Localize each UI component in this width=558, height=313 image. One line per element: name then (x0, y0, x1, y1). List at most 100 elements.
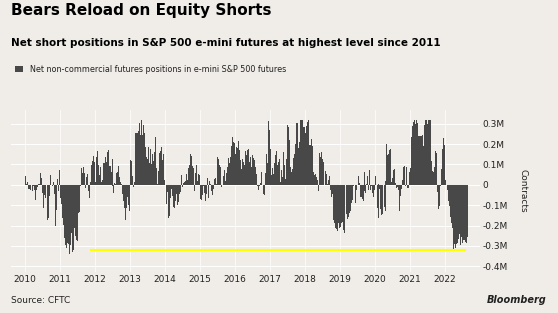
Bar (451, 185, 452, 223)
Bar (143, 125, 144, 185)
Bar (260, 183, 261, 185)
Bar (25, 176, 26, 185)
Bar (303, 127, 304, 185)
Bar (429, 120, 430, 185)
Bar (421, 136, 422, 185)
Bar (386, 160, 387, 185)
Bar (449, 185, 450, 206)
Bar (276, 151, 277, 185)
Bar (396, 185, 397, 188)
Bar (309, 145, 310, 185)
Bar (215, 178, 216, 185)
Bar (112, 185, 113, 186)
Bar (39, 184, 40, 185)
Bar (108, 150, 109, 185)
Bar (319, 153, 320, 185)
Bar (211, 185, 212, 189)
Bar (457, 185, 458, 243)
Bar (98, 165, 99, 185)
Bar (156, 168, 157, 185)
Bar (461, 185, 462, 237)
Bar (145, 147, 146, 185)
Bar (288, 131, 289, 185)
Bar (414, 120, 415, 185)
Bar (125, 185, 126, 220)
Bar (252, 158, 253, 185)
Bar (411, 137, 412, 185)
Bar (370, 185, 371, 190)
Bar (183, 183, 184, 185)
Bar (296, 123, 297, 185)
Bar (320, 157, 321, 185)
Bar (369, 170, 370, 185)
Bar (137, 133, 138, 185)
Bar (112, 159, 113, 185)
Bar (233, 142, 234, 185)
Bar (206, 183, 208, 185)
Bar (404, 166, 405, 185)
Bar (41, 178, 42, 185)
Bar (325, 172, 326, 185)
Bar (409, 172, 410, 185)
Bar (332, 185, 333, 194)
Bar (367, 173, 368, 185)
Bar (218, 159, 219, 185)
Bar (227, 168, 228, 185)
Bar (74, 185, 75, 228)
Bar (216, 185, 217, 188)
Bar (295, 144, 296, 185)
Bar (195, 173, 196, 185)
Bar (406, 167, 407, 185)
Bar (431, 161, 432, 185)
Bar (208, 185, 209, 198)
Bar (341, 185, 343, 221)
Bar (445, 180, 446, 185)
Bar (134, 168, 136, 185)
Bar (180, 185, 181, 192)
Bar (127, 185, 128, 197)
Bar (462, 185, 463, 243)
Bar (424, 125, 425, 185)
Bar (40, 173, 41, 185)
Bar (350, 185, 351, 212)
Bar (151, 164, 152, 185)
Bar (115, 184, 116, 185)
Bar (139, 123, 140, 185)
Bar (192, 166, 193, 185)
Text: Source: CFTC: Source: CFTC (11, 296, 70, 305)
Bar (131, 161, 132, 185)
Bar (159, 153, 160, 185)
Bar (435, 151, 436, 185)
Bar (375, 176, 376, 185)
Bar (52, 185, 53, 186)
Bar (160, 151, 161, 185)
Bar (179, 185, 180, 202)
Bar (27, 185, 28, 190)
Bar (200, 185, 201, 199)
Bar (436, 169, 437, 185)
Bar (463, 185, 464, 240)
Bar (196, 165, 197, 185)
Bar (353, 185, 354, 186)
Bar (294, 153, 295, 185)
Bar (83, 167, 84, 185)
Bar (138, 131, 139, 185)
Bar (182, 185, 183, 187)
Bar (209, 181, 210, 185)
Bar (361, 185, 362, 197)
Bar (395, 182, 396, 185)
Bar (163, 154, 164, 185)
Bar (32, 185, 33, 191)
Bar (458, 185, 459, 244)
Bar (256, 173, 257, 185)
Bar (36, 185, 37, 190)
Bar (203, 185, 204, 186)
Bar (464, 185, 465, 240)
Bar (299, 142, 300, 185)
Bar (281, 170, 282, 185)
Bar (364, 172, 365, 185)
Bar (197, 181, 198, 185)
Bar (60, 185, 61, 198)
Bar (132, 176, 133, 185)
Bar (66, 185, 67, 248)
